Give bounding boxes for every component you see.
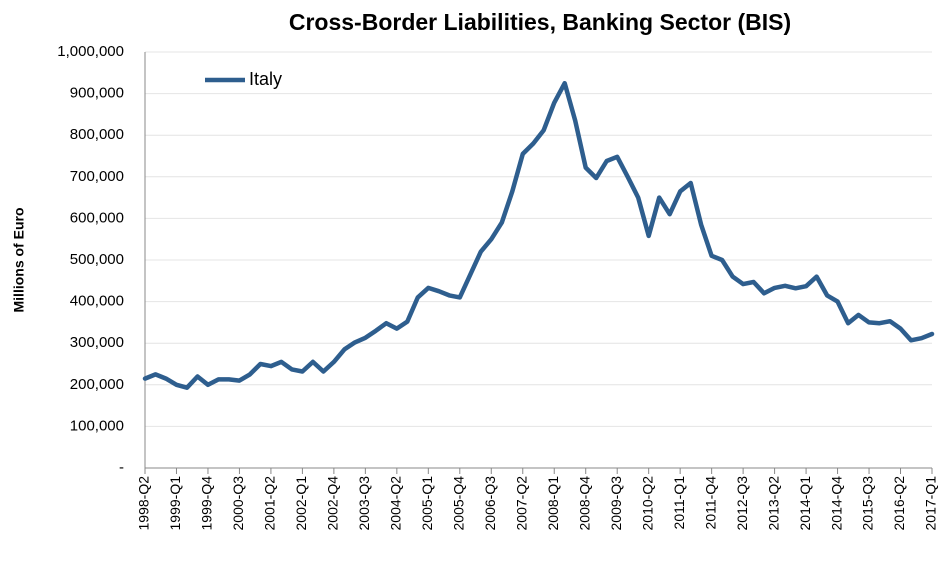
- x-tick-label: 2011-Q4: [702, 476, 718, 530]
- y-tick-label: 500,000: [70, 251, 124, 268]
- x-tick-label: 2000-Q3: [230, 476, 246, 531]
- y-tick-label: 200,000: [70, 376, 124, 393]
- x-tick-label: 2016-Q2: [891, 476, 907, 531]
- x-tick-label: 2007-Q2: [513, 476, 529, 531]
- y-tick-label: 1,000,000: [57, 43, 124, 60]
- chart-title: Cross-Border Liabilities, Banking Sector…: [289, 9, 791, 35]
- x-tick-label: 2002-Q4: [325, 476, 341, 531]
- x-tick-label: 2014-Q1: [797, 476, 813, 531]
- x-tick-label: 2006-Q3: [482, 476, 498, 531]
- data-line: [142, 80, 935, 390]
- x-tick-label: 2012-Q3: [734, 476, 750, 531]
- x-tick-label: 2014-Q4: [828, 476, 844, 531]
- x-tick-label: 2001-Q2: [262, 476, 278, 531]
- x-tick-label: 2008-Q1: [545, 476, 561, 531]
- x-tick-label: 2002-Q1: [293, 476, 309, 531]
- x-tick-label: 2017-Q1: [923, 476, 939, 531]
- x-tick-label: 2013-Q2: [765, 476, 781, 531]
- x-tick-label: 1999-Q4: [199, 476, 215, 531]
- legend-label: Italy: [249, 69, 282, 89]
- y-tick-label: 400,000: [70, 293, 124, 310]
- x-tick-label: 2008-Q4: [576, 476, 592, 531]
- y-tick-label: 700,000: [70, 168, 124, 185]
- x-tick-label: 2015-Q3: [860, 476, 876, 531]
- x-tick-label: 2003-Q3: [356, 476, 372, 531]
- y-tick-label: 100,000: [70, 417, 124, 434]
- y-tick-label: -: [119, 459, 124, 476]
- x-tick-label: 2010-Q2: [639, 476, 655, 531]
- y-tick-label: 600,000: [70, 209, 124, 226]
- y-axis-title: Millions of Euro: [11, 208, 27, 313]
- x-tick-label: 2004-Q2: [388, 476, 404, 531]
- y-tick-label: 300,000: [70, 334, 124, 351]
- x-tick-label: 2011-Q1: [671, 476, 687, 530]
- y-tick-label: 900,000: [70, 85, 124, 102]
- x-tick-label: 1998-Q2: [136, 476, 152, 531]
- x-tick-label: 2009-Q3: [608, 476, 624, 531]
- y-tick-label: 800,000: [70, 126, 124, 143]
- x-tick-label: 2005-Q4: [451, 476, 467, 531]
- x-tick-label: 1999-Q1: [167, 476, 183, 531]
- x-tick-label: 2005-Q1: [419, 476, 435, 531]
